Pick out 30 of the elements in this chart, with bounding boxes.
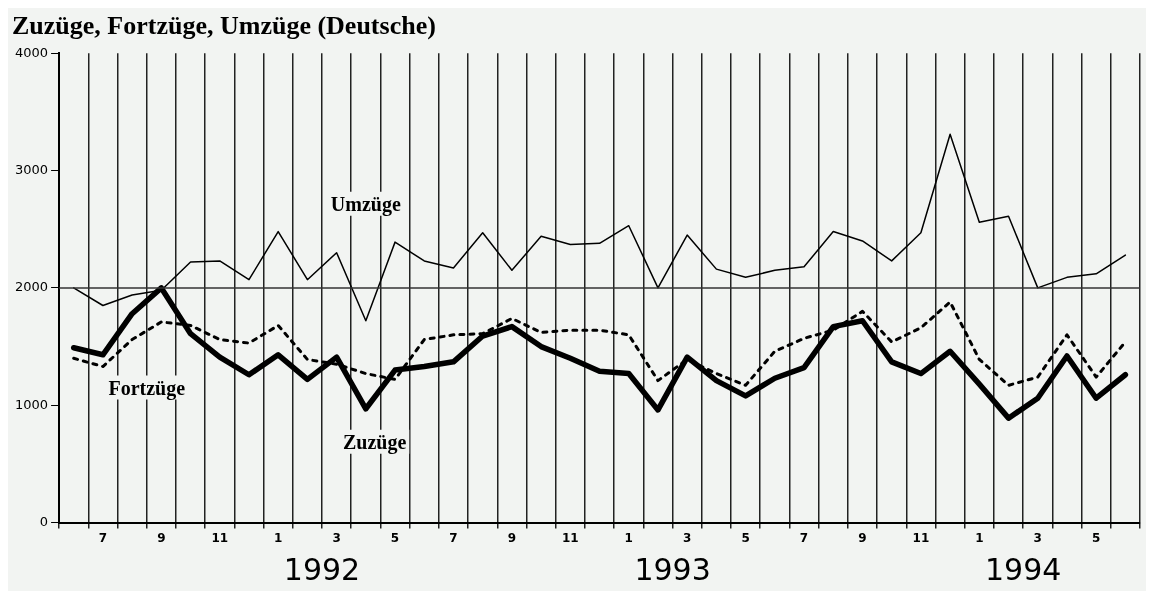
x-tick-label: 7 [98,530,108,545]
y-tick-label: 2000 [14,279,49,295]
y-tick-label: 4000 [14,44,49,60]
y-tick-label: 1000 [14,396,49,412]
text: 1993 [634,551,711,587]
x-tick-label: 9 [858,530,867,545]
x-tick-label: 5 [741,530,750,545]
x-tick-label: 9 [507,530,517,545]
x-tick-label: 3 [1033,530,1042,545]
chart-title: Zuzüge, Fortzüge, Umzüge (Deutsche) [12,11,436,41]
y-tick-label: 3000 [14,161,49,177]
x-tick-label: 5 [390,530,400,545]
x-tick-label: 9 [157,530,166,545]
text: 1994 [984,551,1062,587]
series-label: Fortzüge [108,376,186,400]
x-tick-label: 1 [624,530,633,545]
x-tick-label: 7 [449,530,458,545]
x-tick-label: 11 [561,530,579,545]
x-tick-label: 3 [683,530,692,545]
series-label: Umzüge [330,192,401,216]
x-tick-label: 11 [211,530,229,545]
x-tick-label: 1 [274,530,283,545]
y-tick-label: 0 [39,513,49,529]
series-label: Zuzüge [342,430,407,454]
x-tick-label: 7 [799,530,809,545]
x-tick-label: 1 [975,530,984,545]
text: 1992 [283,551,361,587]
x-tick-label: 3 [332,530,341,545]
x-tick-label: 11 [912,530,930,545]
x-tick-label: 5 [1092,530,1101,545]
